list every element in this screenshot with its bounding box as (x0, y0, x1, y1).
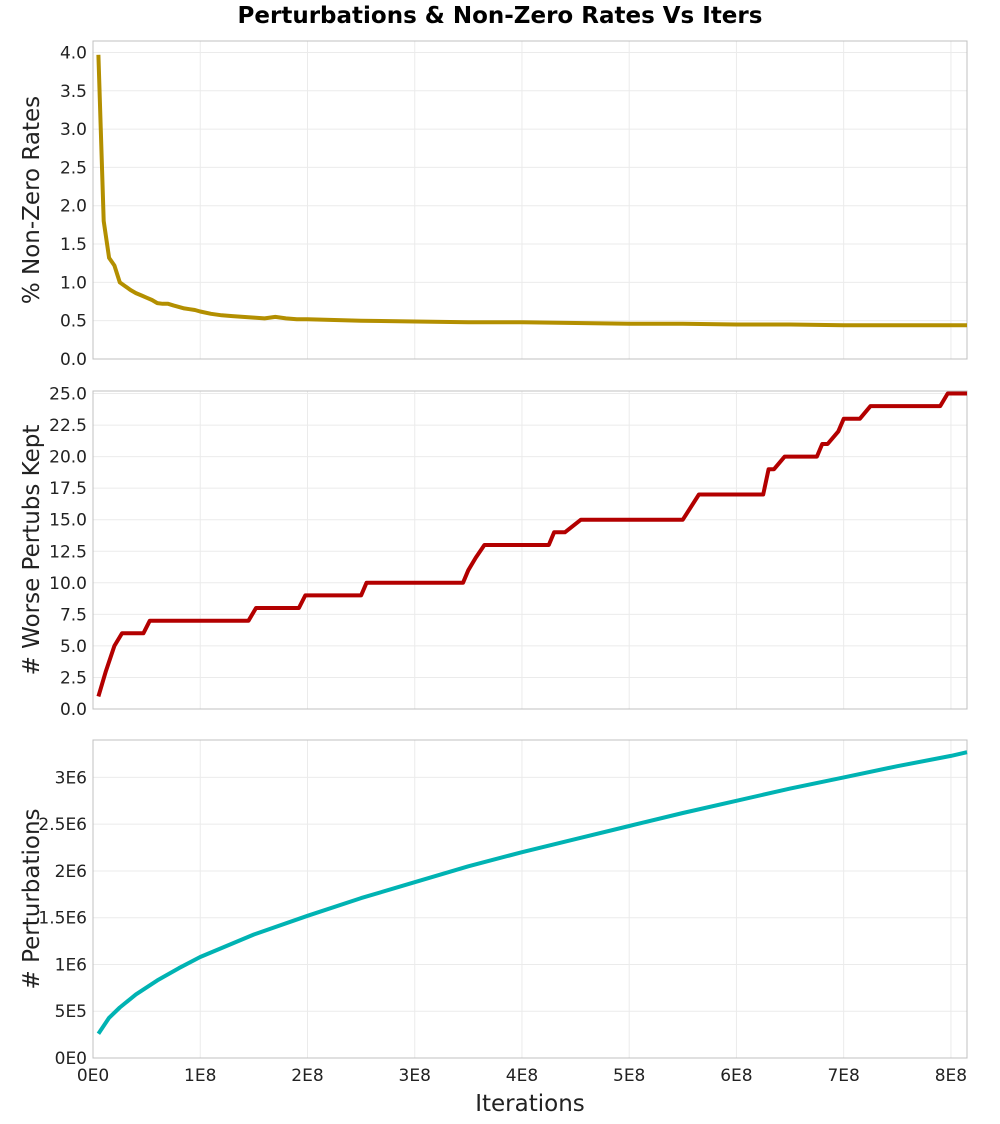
y-tick-label: 2.5 (60, 668, 87, 688)
x-tick-label: 5E8 (613, 1066, 645, 1086)
y-tick-label: 1E6 (55, 955, 87, 975)
x-tick-label: 3E8 (399, 1066, 431, 1086)
panel-1: 0.0 0.5 1.0 1.5 2.0 2.5 3.0 3.5 4.0 % Non-Zero Ra… (19, 40, 968, 370)
x-tick-label: 0E0 (77, 1066, 109, 1086)
x-tick-label: 6E8 (720, 1066, 752, 1086)
y-axis-label: % Non-Zero Rates (19, 96, 45, 304)
plot-area (93, 740, 967, 1058)
series-line (96, 750, 968, 1035)
plot-frame (92, 40, 968, 360)
y-tick-label: 2E6 (55, 862, 87, 882)
y-axis-label: # Perturbations (19, 808, 45, 989)
y-tick-label: 5E5 (55, 1002, 87, 1022)
y-tick-label: 4.0 (60, 43, 87, 63)
y-tick-label: 0.0 (60, 700, 87, 720)
y-tick-label: 1.5 (60, 235, 87, 255)
chart-title: Perturbations & Non-Zero Rates Vs Iters (238, 3, 763, 29)
y-tick-label: 0E0 (55, 1049, 87, 1069)
plot-frame (92, 390, 968, 710)
x-tick-label: 7E8 (827, 1066, 859, 1086)
x-tick-label: 2E8 (291, 1066, 323, 1086)
series-line (96, 391, 967, 697)
y-tick-label: 3E6 (55, 768, 87, 788)
y-tick-label: 25.0 (49, 385, 87, 405)
plot-area (93, 41, 967, 359)
plot-area (93, 391, 967, 709)
y-tick-label: 0.5 (60, 312, 87, 332)
y-tick-label: 3.0 (60, 120, 87, 140)
y-tick-label: 0.0 (60, 350, 87, 370)
y-tick-label: 7.5 (60, 605, 87, 625)
plot-frame (92, 739, 968, 1059)
y-tick-label: 10.0 (49, 574, 87, 594)
y-tick-label: 2.0 (60, 197, 87, 217)
panel-3: 0E0 5E5 1E6 1.5E6 2E6 2.5E6 3E6 # Perturbations… (19, 739, 968, 1086)
y-tick-label: 2.5 (60, 158, 87, 178)
x-tick-label: 4E8 (506, 1066, 538, 1086)
y-axis-label: # Worse Pertubs Kept (19, 425, 45, 676)
x-axis-label: Iterations (475, 1091, 585, 1117)
y-tick-label: 1.5E6 (38, 909, 87, 929)
y-tick-label: 15.0 (49, 511, 87, 531)
y-tick-label: 3.5 (60, 82, 87, 102)
panel-2: 0.0 2.5 5.0 7.5 10.0 12.5 15.0 17.5 20.0 22.5 25.0… (19, 385, 968, 720)
y-tick-label: 22.5 (49, 416, 87, 436)
y-tick-label: 17.5 (49, 479, 87, 499)
y-tick-label: 2.5E6 (38, 815, 87, 835)
series-line (96, 54, 967, 328)
y-tick-label: 5.0 (60, 637, 87, 657)
y-tick-label: 20.0 (49, 448, 87, 468)
x-tick-label: 8E8 (935, 1066, 967, 1086)
y-tick-label: 1.0 (60, 273, 87, 293)
x-tick-label: 1E8 (184, 1066, 216, 1086)
y-tick-label: 12.5 (49, 542, 87, 562)
